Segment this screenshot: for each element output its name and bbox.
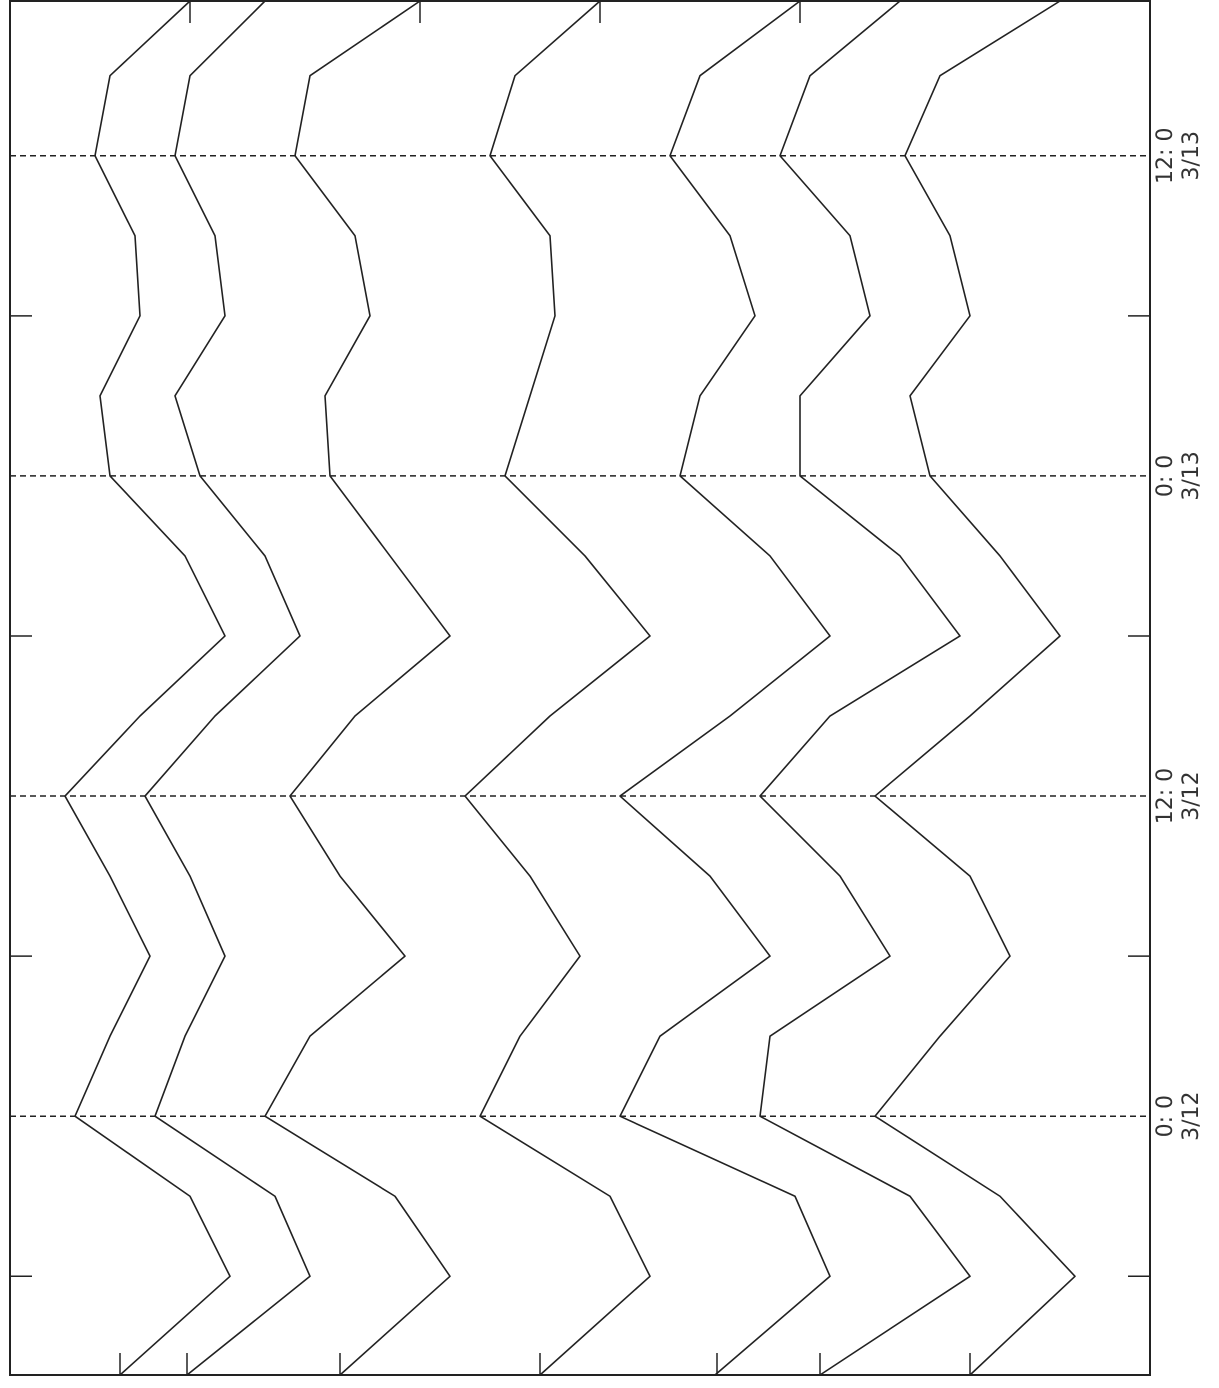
trace-line [759, 0, 971, 1376]
plot-frame [9, 0, 1151, 1376]
time-tick-date: 3/12 [1179, 1092, 1204, 1141]
time-tick-label: 0: 0 [1153, 455, 1178, 497]
trace-line [619, 0, 831, 1376]
time-tick-date: 3/12 [1179, 771, 1204, 820]
trace-line [874, 0, 1076, 1376]
trace-line [264, 0, 451, 1376]
time-tick-label: 12: 0 [1153, 768, 1178, 824]
time-tick-label: 12: 0 [1153, 128, 1178, 184]
time-tick-date: 3/13 [1179, 451, 1204, 500]
trace-line [144, 0, 311, 1376]
trace-line [464, 0, 651, 1376]
time-tick-label: 0: 0 [1153, 1095, 1178, 1137]
time-tick-date: 3/13 [1179, 131, 1204, 180]
trace-line [64, 0, 231, 1376]
